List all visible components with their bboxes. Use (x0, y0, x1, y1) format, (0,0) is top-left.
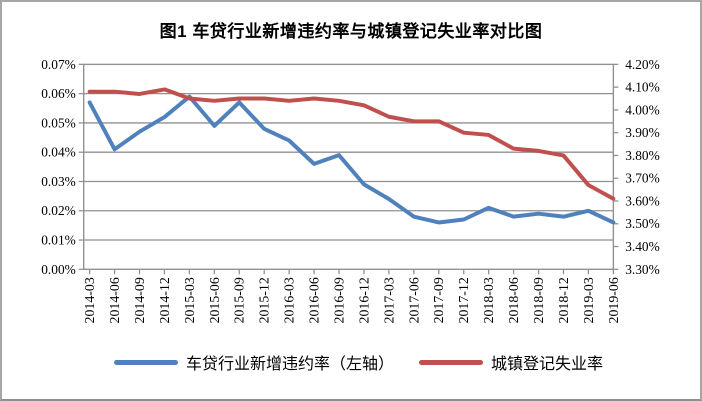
legend-label-unemployment-rate: 城镇登记失业率 (491, 356, 604, 373)
x-axis-tick-label: 2018-12 (556, 277, 571, 323)
x-axis-tick-label: 2017-06 (406, 277, 421, 323)
chart-title: 图1 车贷行业新增违约率与城镇登记失业率对比图 (159, 22, 543, 41)
series-line-unemployment-rate (87, 87, 616, 201)
x-axis-tick-label: 2016-12 (356, 277, 371, 323)
series-line-default-rate (87, 94, 616, 225)
left-axis-tick-label: 0.06% (41, 86, 76, 101)
legend-swatch-blue-line (114, 359, 178, 365)
left-axis-tick-label: 0.03% (41, 174, 76, 189)
x-axis-tick-label: 2015-09 (232, 277, 247, 323)
x-axis-tick-label: 2018-09 (531, 277, 546, 323)
right-axis-tick-label: 4.00% (625, 102, 660, 117)
x-axis-tick-label: 2018-06 (506, 277, 521, 323)
x-axis-tick-label: 2014-03 (82, 277, 97, 323)
x-axis-tick-label: 2014-06 (107, 277, 122, 323)
legend-swatch-red-line (419, 359, 483, 365)
x-axis-tick-label: 2018-03 (481, 277, 496, 323)
left-axis-tick-label: 0.07% (41, 57, 76, 72)
legend-item-default-rate: 车贷行业新增违约率（左轴） (114, 353, 395, 373)
x-axis-tick-label: 2017-12 (456, 277, 471, 323)
x-axis-tick-label: 2016-09 (331, 277, 346, 323)
left-axis-tick-label: 0.02% (41, 203, 76, 218)
x-axis-tick-label: 2019-03 (581, 277, 596, 323)
right-axis-tick-label: 3.70% (625, 171, 660, 186)
x-axis-tick-label: 2016-06 (307, 277, 322, 323)
left-axis-tick-label: 0.05% (41, 115, 76, 130)
x-axis-tick-label: 2019-06 (606, 277, 621, 323)
x-axis-tick-label: 2015-06 (207, 277, 222, 323)
left-axis-tick-label: 0.00% (41, 262, 76, 277)
legend-label-default-rate: 车贷行业新增违约率（左轴） (186, 356, 395, 373)
x-axis-tick-label: 2015-12 (257, 277, 272, 323)
right-axis-tick-label: 3.80% (625, 148, 660, 163)
left-axis-tick-label: 0.01% (41, 232, 76, 247)
right-axis-tick-label: 3.60% (625, 193, 660, 208)
right-axis-tick-label: 4.20% (625, 57, 660, 72)
right-axis-tick-label: 4.10% (625, 80, 660, 95)
right-axis-tick-label: 3.30% (625, 262, 660, 277)
x-axis-tick-label: 2016-03 (282, 277, 297, 323)
legend-item-unemployment-rate: 城镇登记失业率 (419, 353, 604, 373)
x-axis-tick-label: 2014-09 (132, 277, 147, 323)
x-axis-tick-label: 2017-09 (431, 277, 446, 323)
x-axis-tick-label: 2017-03 (381, 277, 396, 323)
left-axis-tick-label: 0.04% (41, 145, 76, 160)
x-axis-tick-label: 2015-03 (182, 277, 197, 323)
right-axis-tick-label: 3.40% (625, 239, 660, 254)
right-axis-tick-label: 3.90% (625, 125, 660, 140)
plot-border (83, 63, 615, 270)
right-axis-tick-label: 3.50% (625, 216, 660, 231)
x-axis-tick-label: 2014-12 (157, 277, 172, 323)
